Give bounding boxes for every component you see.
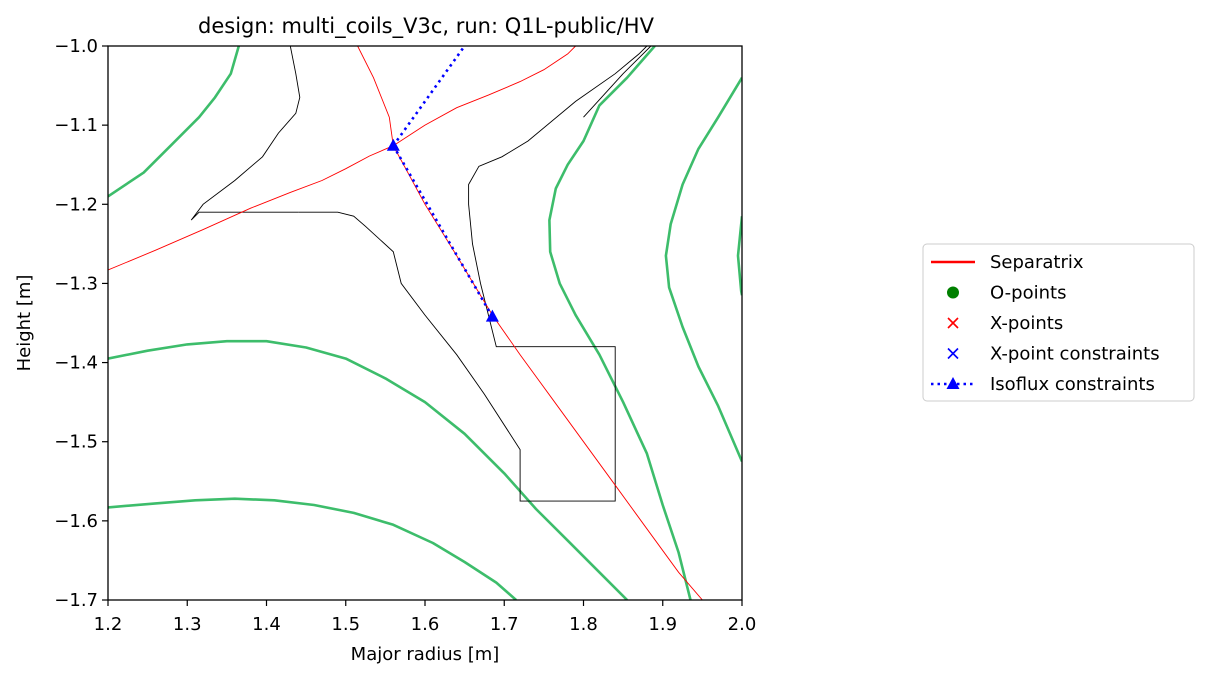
y-tick-label: −1.7: [54, 590, 98, 611]
legend: Separatrix O-points X-points X-point constr…: [922, 243, 1195, 402]
x-tick-label: 1.3: [173, 614, 202, 635]
x-tick-label: 1.4: [252, 614, 281, 635]
x-axis-label: Major radius [m]: [351, 644, 500, 665]
x-tick-label: 1.9: [648, 614, 677, 635]
flux-contour-line-4: [664, 77, 742, 463]
separatrix-line-1: [357, 46, 703, 600]
plot-area: [108, 46, 742, 600]
y-axis-label: Height [m]: [14, 275, 35, 372]
flux-contours: [108, 46, 742, 600]
plot-frame: [107, 45, 743, 601]
x-tick-label: 1.6: [411, 614, 440, 635]
x-tick-label: 1.8: [569, 614, 598, 635]
legend-dot-swatch: [947, 286, 959, 299]
legend-x-swatch: [947, 317, 959, 329]
x-tick-label: 2.0: [728, 614, 757, 635]
legend-x-swatch: [947, 347, 959, 360]
flux-contour-line-2: [108, 497, 517, 600]
legend-item: X-point constraints: [947, 344, 1160, 365]
x-tick-label: 1.7: [490, 614, 519, 635]
legend-frame: [922, 243, 1195, 402]
isoflux-constraint-line-0: [392, 46, 466, 147]
separatrix: [108, 46, 703, 600]
x-tick-label: 1.2: [94, 614, 123, 635]
legend-label: Separatrix: [990, 252, 1084, 273]
legend-label: Isoflux constraints: [990, 374, 1155, 395]
isoflux-constraint-marker-0: [386, 138, 400, 151]
isoflux-constraint-line-1: [392, 145, 494, 318]
y-tick-label: −1.0: [54, 36, 98, 57]
isoflux-constraint-marker-1: [485, 309, 499, 322]
flux-contour-line-1: [108, 339, 629, 600]
y-tick-label: −1.1: [54, 115, 98, 136]
y-axis-ticks: −1.0 −1.1 −1.2 −1.3 −1.4 −1.5 −1.6 −1.7: [54, 36, 108, 611]
wall-segment-0: [190, 46, 301, 221]
isoflux-constraints: [386, 46, 499, 322]
flux-contour-line-0: [108, 46, 241, 198]
legend-item: Isoflux constraints: [931, 374, 1155, 395]
y-tick-label: −1.3: [54, 273, 98, 294]
legend-item: X-points: [947, 313, 1063, 334]
legend-item: Separatrix: [931, 252, 1084, 273]
wall-segment-1: [298, 46, 648, 502]
y-tick-label: −1.4: [54, 353, 98, 374]
wall-outline: [190, 46, 652, 502]
x-axis-ticks: 1.2 1.3 1.4 1.5 1.6 1.7 1.8 1.9 2.0: [94, 600, 757, 635]
y-tick-label: −1.5: [54, 432, 98, 453]
flux-contour-line-3: [548, 46, 692, 600]
legend-label: X-points: [990, 313, 1063, 334]
chart-title: design: multi_coils_V3c, run: Q1L-public…: [198, 14, 655, 39]
legend-item: O-points: [947, 283, 1066, 304]
y-tick-label: −1.6: [54, 511, 98, 532]
y-tick-label: −1.2: [54, 194, 98, 215]
legend-triangle-swatch: [946, 377, 960, 389]
legend-label: O-points: [990, 283, 1066, 304]
separatrix-line-0: [108, 46, 576, 271]
legend-label: X-point constraints: [990, 344, 1160, 365]
x-tick-label: 1.5: [331, 614, 360, 635]
wall-segment-2: [583, 46, 652, 118]
